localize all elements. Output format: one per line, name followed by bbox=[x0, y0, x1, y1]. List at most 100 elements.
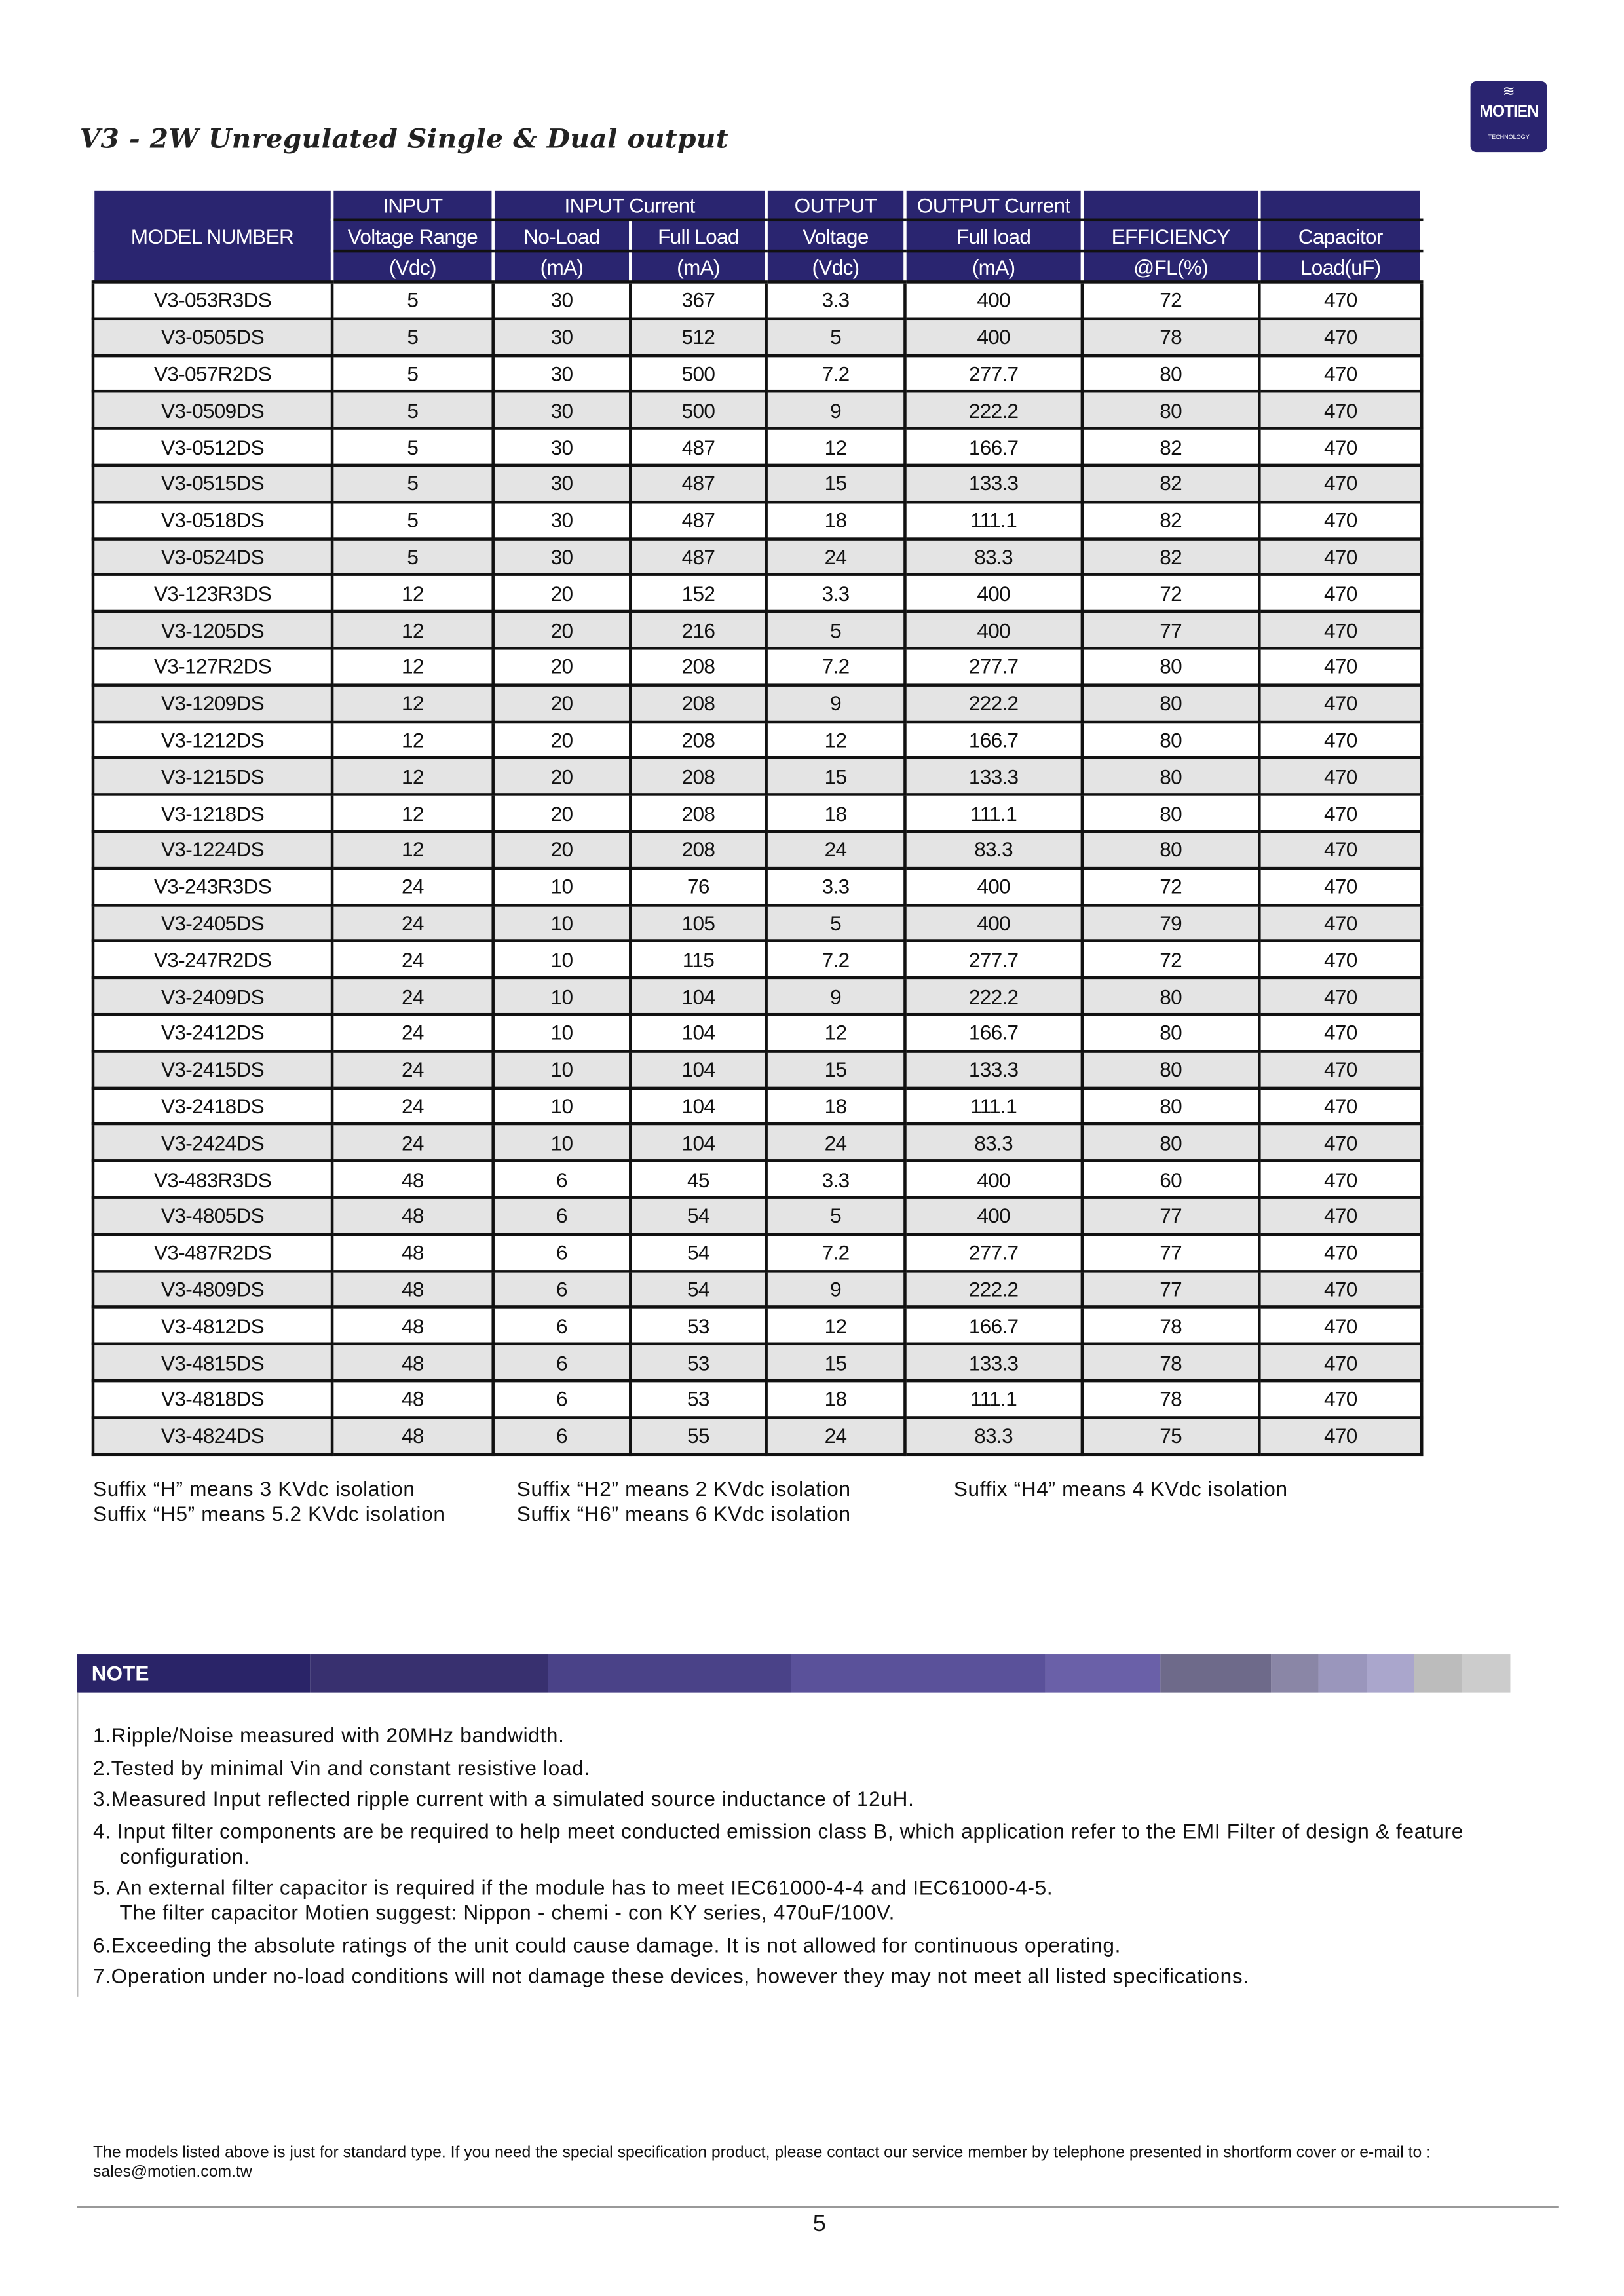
table-row: V3-4809DS 48 6 54 9 222.2 77 470 bbox=[91, 1269, 1424, 1309]
table-row: V3-1215DS 12 20 208 15 133.3 80 470 bbox=[91, 756, 1424, 797]
value-cell: 48 bbox=[330, 1269, 495, 1309]
value-cell: 470 bbox=[1258, 537, 1424, 577]
value-cell: 7.2 bbox=[765, 353, 907, 394]
value-cell: 104 bbox=[629, 1086, 768, 1126]
value-cell: 10 bbox=[491, 1049, 632, 1090]
header-blank bbox=[1081, 189, 1261, 221]
note-3: 3.Measured Input reflected ripple curren… bbox=[92, 1786, 915, 1810]
page-title: V3 - 2W Unregulated Single & Dual output bbox=[79, 124, 729, 155]
value-cell: 7.2 bbox=[765, 1233, 907, 1272]
note-1: 1.Ripple/Noise measured with 20MHz bandw… bbox=[92, 1723, 565, 1748]
header-input: INPUT bbox=[331, 189, 495, 221]
value-cell: 79 bbox=[1080, 903, 1261, 943]
model-cell: V3-483R3DS bbox=[91, 1159, 334, 1199]
value-cell: 6 bbox=[491, 1233, 632, 1272]
value-cell: 104 bbox=[629, 1122, 768, 1162]
value-cell: 72 bbox=[1080, 573, 1261, 613]
value-cell: 20 bbox=[491, 756, 632, 797]
value-cell: 470 bbox=[1258, 463, 1424, 503]
header-unit: @FL(%) bbox=[1081, 250, 1261, 284]
note-6: 6.Exceeding the absolute ratings of the … bbox=[92, 1932, 1122, 1957]
value-cell: 111.1 bbox=[903, 1379, 1084, 1419]
value-cell: 470 bbox=[1258, 390, 1424, 430]
value-cell: 83.3 bbox=[903, 537, 1084, 577]
value-cell: 30 bbox=[491, 280, 632, 320]
model-cell: V3-127R2DS bbox=[91, 647, 334, 687]
value-cell: 9 bbox=[765, 1269, 907, 1309]
header-sub: No-Load bbox=[492, 219, 632, 253]
value-cell: 30 bbox=[491, 537, 632, 577]
value-cell: 5 bbox=[765, 1196, 907, 1236]
header-sub: Full Load bbox=[630, 219, 768, 253]
banner-segment bbox=[1160, 1654, 1272, 1693]
value-cell: 104 bbox=[629, 1049, 768, 1090]
header-output: OUTPUT bbox=[765, 189, 907, 221]
value-cell: 7.2 bbox=[765, 940, 907, 980]
value-cell: 487 bbox=[629, 537, 768, 577]
value-cell: 400 bbox=[903, 903, 1084, 943]
value-cell: 470 bbox=[1258, 830, 1424, 870]
value-cell: 500 bbox=[629, 390, 768, 430]
value-cell: 54 bbox=[629, 1269, 768, 1309]
value-cell: 15 bbox=[765, 463, 907, 503]
value-cell: 12 bbox=[765, 1305, 907, 1346]
value-cell: 12 bbox=[330, 756, 495, 797]
value-cell: 82 bbox=[1080, 537, 1261, 577]
value-cell: 6 bbox=[491, 1305, 632, 1346]
table-row: V3-483R3DS 48 6 45 3.3 400 60 470 bbox=[91, 1159, 1424, 1199]
value-cell: 10 bbox=[491, 940, 632, 980]
value-cell: 18 bbox=[765, 1086, 907, 1126]
value-cell: 18 bbox=[765, 500, 907, 540]
value-cell: 367 bbox=[629, 280, 768, 320]
table-row: V3-1205DS 12 20 216 5 400 77 470 bbox=[91, 610, 1424, 650]
value-cell: 5 bbox=[330, 537, 495, 577]
value-cell: 400 bbox=[903, 317, 1084, 357]
value-cell: 470 bbox=[1258, 1233, 1424, 1272]
header-unit: (Vdc) bbox=[765, 250, 907, 284]
value-cell: 470 bbox=[1258, 647, 1424, 687]
header-input-current: INPUT Current bbox=[492, 189, 768, 221]
model-cell: V3-4815DS bbox=[91, 1342, 334, 1383]
value-cell: 24 bbox=[330, 1122, 495, 1162]
value-cell: 54 bbox=[629, 1233, 768, 1272]
table-row: V3-057R2DS 5 30 500 7.2 277.7 80 470 bbox=[91, 353, 1424, 394]
value-cell: 470 bbox=[1258, 1269, 1424, 1309]
value-cell: 24 bbox=[330, 903, 495, 943]
value-cell: 5 bbox=[330, 317, 495, 357]
value-cell: 5 bbox=[330, 353, 495, 394]
value-cell: 24 bbox=[330, 976, 495, 1016]
value-cell: 80 bbox=[1080, 647, 1261, 687]
value-cell: 470 bbox=[1258, 1049, 1424, 1090]
header-sub: Full load bbox=[904, 219, 1084, 253]
model-cell: V3-4818DS bbox=[91, 1379, 334, 1419]
value-cell: 53 bbox=[629, 1379, 768, 1419]
table-row: V3-0512DS 5 30 487 12 166.7 82 470 bbox=[91, 427, 1424, 467]
model-cell: V3-4812DS bbox=[91, 1305, 334, 1346]
value-cell: 77 bbox=[1080, 610, 1261, 650]
value-cell: 20 bbox=[491, 830, 632, 870]
value-cell: 12 bbox=[330, 830, 495, 870]
value-cell: 24 bbox=[765, 830, 907, 870]
value-cell: 72 bbox=[1080, 940, 1261, 980]
note-5-continued: The filter capacitor Motien suggest: Nip… bbox=[119, 1900, 896, 1924]
value-cell: 60 bbox=[1080, 1159, 1261, 1199]
value-cell: 487 bbox=[629, 463, 768, 503]
table-row: V3-4818DS 48 6 53 18 111.1 78 470 bbox=[91, 1379, 1424, 1419]
value-cell: 78 bbox=[1080, 1305, 1261, 1346]
table-row: V3-4805DS 48 6 54 5 400 77 470 bbox=[91, 1196, 1424, 1236]
value-cell: 6 bbox=[491, 1342, 632, 1383]
value-cell: 470 bbox=[1258, 866, 1424, 906]
value-cell: 12 bbox=[765, 719, 907, 760]
value-cell: 24 bbox=[765, 537, 907, 577]
model-cell: V3-2405DS bbox=[91, 903, 334, 943]
footer-text: The models listed above is just for stan… bbox=[92, 2144, 1431, 2181]
value-cell: 470 bbox=[1258, 500, 1424, 540]
value-cell: 512 bbox=[629, 317, 768, 357]
spec-table: MODEL NUMBER INPUT INPUT Current OUTPUT … bbox=[91, 189, 1424, 1455]
page-number: 5 bbox=[812, 2211, 826, 2238]
value-cell: 80 bbox=[1080, 793, 1261, 833]
model-cell: V3-1224DS bbox=[91, 830, 334, 870]
value-cell: 24 bbox=[330, 1086, 495, 1126]
value-cell: 30 bbox=[491, 427, 632, 467]
value-cell: 3.3 bbox=[765, 573, 907, 613]
